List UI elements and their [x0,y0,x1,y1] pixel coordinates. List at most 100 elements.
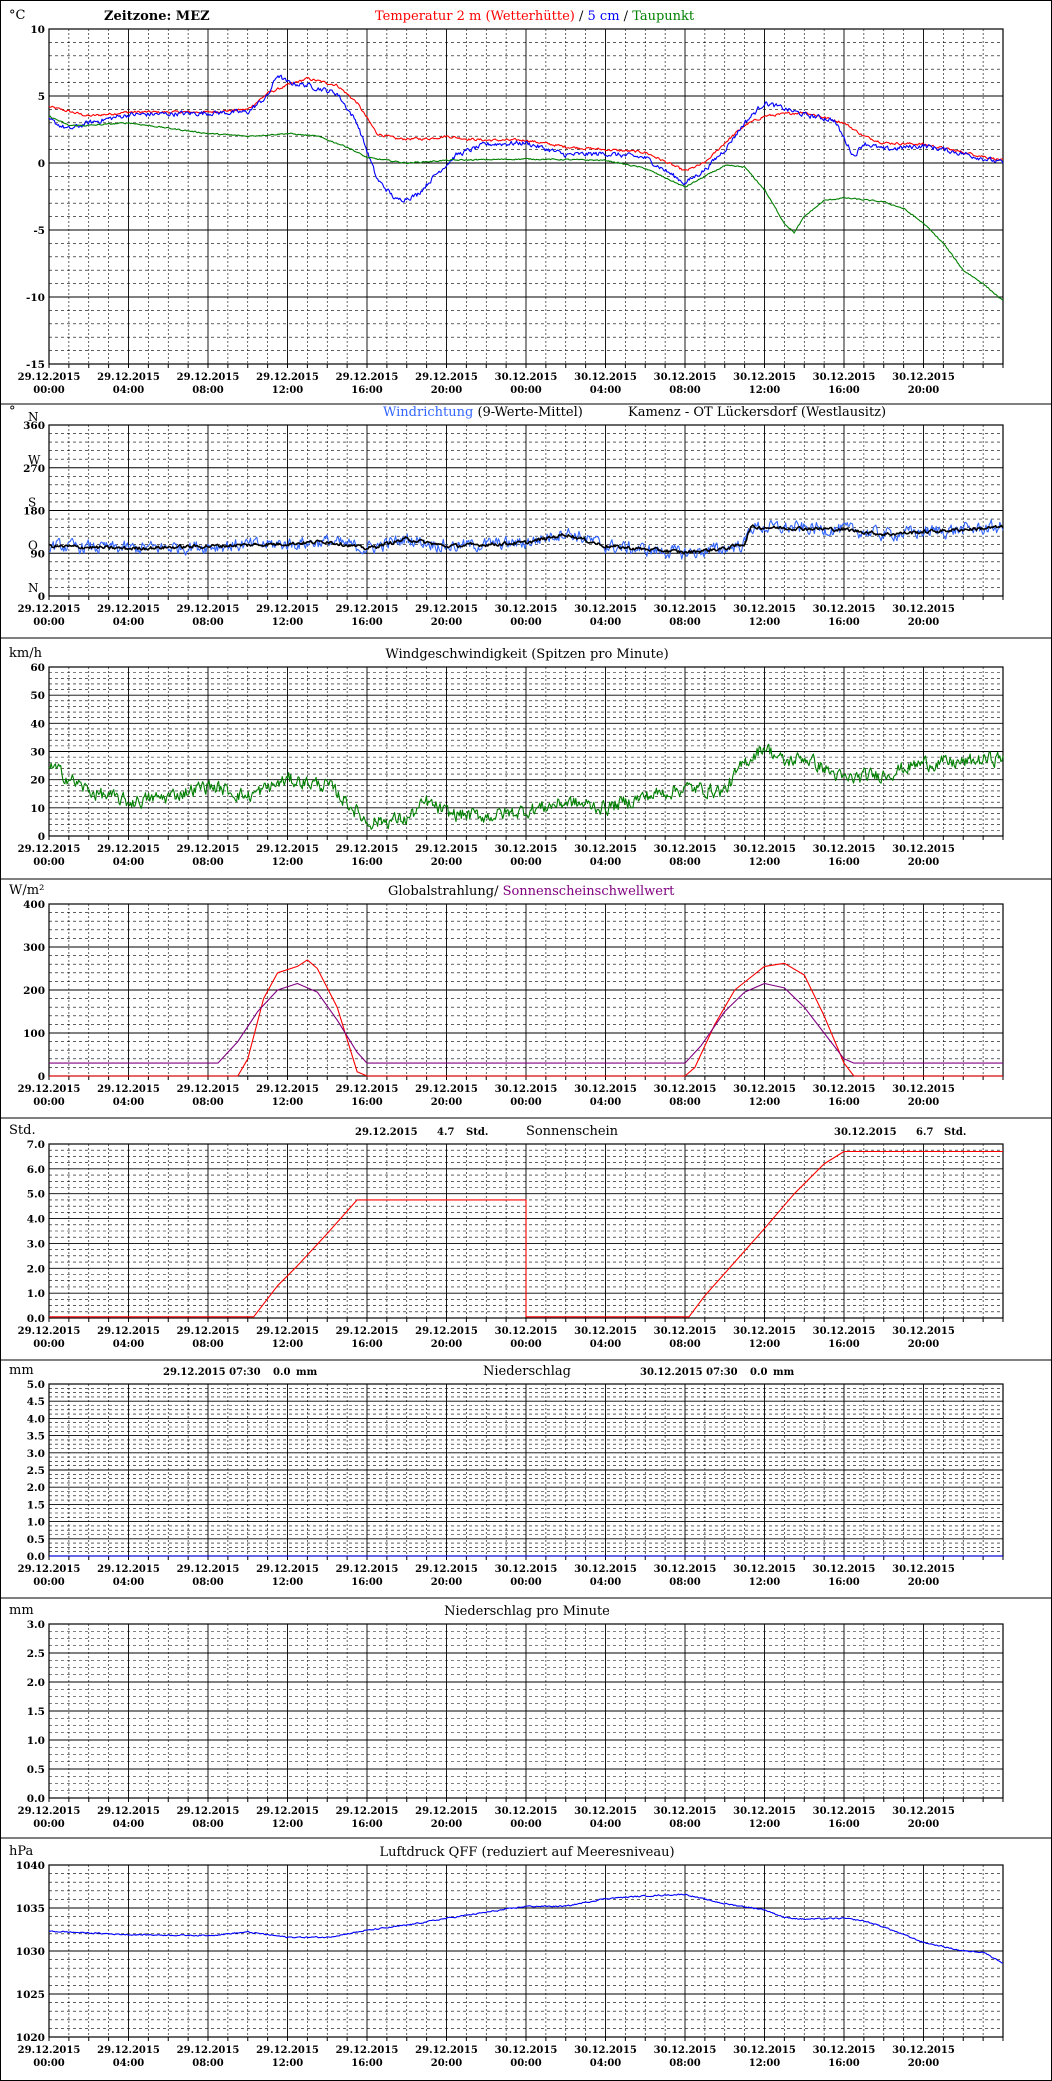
x-tick-time: 04:00 [590,385,622,396]
x-tick-time: 04:00 [113,1097,145,1108]
x-tick-time: 20:00 [908,1339,940,1350]
title-part: 5 cm [588,9,620,24]
x-tick-time: 04:00 [113,2058,145,2069]
x-tick-date: 29.12.2015 [336,372,399,383]
unit-label: W/m² [9,883,44,898]
x-tick-date: 29.12.2015 [177,844,240,855]
y-tick-label: 20 [30,775,45,787]
x-tick-time: 08:00 [192,2058,224,2069]
x-tick-time: 04:00 [590,1097,622,1108]
x-tick-date: 30.12.2015 [654,604,717,615]
title-part: / [494,884,503,899]
x-tick-time: 04:00 [590,857,622,868]
x-tick-date: 30.12.2015 [892,844,955,855]
daily-total-date: 30.12.2015 [834,1127,897,1138]
x-tick-time: 16:00 [351,617,383,628]
unit-label: °C [9,8,26,23]
x-tick-date: 29.12.2015 [256,1564,319,1575]
x-tick-date: 29.12.2015 [415,604,478,615]
x-tick-date: 30.12.2015 [813,1326,876,1337]
chart-title: Niederschlag pro Minute [444,1604,610,1619]
x-tick-time: 12:00 [749,385,781,396]
x-tick-time: 20:00 [431,2058,463,2069]
timezone-label: Zeitzone: MEZ [104,9,210,24]
x-tick-time: 00:00 [510,857,542,868]
unit-label: mm [9,1363,34,1378]
x-tick-time: 04:00 [113,1339,145,1350]
y-tick-label: 5.0 [27,1189,45,1201]
x-tick-time: 12:00 [749,1819,781,1830]
x-tick-time: 20:00 [908,1577,940,1588]
x-tick-time: 00:00 [510,617,542,628]
y-tick-label: 1.0 [27,1517,45,1529]
x-tick-date: 29.12.2015 [336,1326,399,1337]
x-tick-date: 29.12.2015 [97,604,160,615]
y-tick-label: 10 [30,24,45,36]
x-tick-time: 20:00 [908,857,940,868]
y-tick-label: 2.5 [27,1465,45,1477]
daily-total-unit: Std. [466,1127,488,1138]
chart-temperature: 10 5 0 -5 -10 -15 °C 29.12.2015 00:00 29.12.2015 0… [9,8,1004,396]
compass-label: N [28,410,39,424]
x-tick-date: 29.12.2015 [415,372,478,383]
x-tick-time: 20:00 [431,1097,463,1108]
x-tick-date: 29.12.2015 [256,2045,319,2056]
x-tick-date: 30.12.2015 [495,1084,558,1095]
x-tick-time: 00:00 [510,2058,542,2069]
x-tick-time: 04:00 [590,1577,622,1588]
compass-label: O [28,538,38,552]
series-wind_direction-1 [48,524,1004,555]
x-tick-time: 08:00 [192,1339,224,1350]
y-tick-label: 0.0 [27,1793,45,1805]
x-tick-date: 29.12.2015 [97,2045,160,2056]
x-tick-date: 29.12.2015 [177,372,240,383]
series-global_radiation-0 [49,959,1003,1077]
x-tick-date: 29.12.2015 [177,1564,240,1575]
x-tick-time: 00:00 [33,385,65,396]
x-tick-date: 29.12.2015 [97,372,160,383]
x-tick-time: 04:00 [590,617,622,628]
x-tick-date: 29.12.2015 [256,1326,319,1337]
x-tick-time: 08:00 [669,1819,701,1830]
x-tick-date: 30.12.2015 [654,1564,717,1575]
x-tick-date: 30.12.2015 [495,844,558,855]
x-tick-date: 30.12.2015 [813,1806,876,1817]
x-tick-date: 30.12.2015 [574,2045,637,2056]
x-tick-time: 04:00 [113,1819,145,1830]
x-tick-date: 29.12.2015 [336,1084,399,1095]
x-tick-date: 29.12.2015 [336,2045,399,2056]
y-tick-label: -15 [26,359,45,371]
chart-wind_direction: 360270180900NWSON°29.12.201500:0029.12.2… [9,404,1004,628]
x-tick-date: 29.12.2015 [256,372,319,383]
chart-title: Sonnenschein [526,1124,619,1139]
chart-title: Niederschlag [483,1364,571,1379]
x-tick-date: 29.12.2015 [18,1326,81,1337]
x-tick-date: 30.12.2015 [495,1806,558,1817]
x-tick-time: 04:00 [113,1577,145,1588]
x-tick-date: 29.12.2015 [18,2045,81,2056]
x-tick-time: 16:00 [828,1097,860,1108]
x-tick-time: 16:00 [828,1339,860,1350]
y-tick-label: 0 [38,158,45,170]
x-tick-time: 16:00 [351,385,383,396]
x-tick-time: 04:00 [113,857,145,868]
x-tick-time: 08:00 [192,385,224,396]
x-tick-date: 30.12.2015 [574,1084,637,1095]
y-tick-label: 90 [30,548,45,560]
x-tick-date: 30.12.2015 [495,1564,558,1575]
x-tick-date: 30.12.2015 [654,1084,717,1095]
x-tick-date: 29.12.2015 [415,844,478,855]
x-tick-time: 20:00 [431,385,463,396]
y-tick-label: 0.0 [27,1551,45,1563]
title-part: Windrichtung [383,405,473,420]
x-tick-date: 30.12.2015 [733,1326,796,1337]
x-tick-time: 20:00 [431,617,463,628]
x-tick-date: 29.12.2015 [177,2045,240,2056]
y-tick-label: 100 [23,1028,45,1040]
x-tick-time: 20:00 [431,1577,463,1588]
chart-title: Temperatur 2 m (Wetterhütte) / 5 cm / Ta… [375,9,695,24]
x-tick-time: 20:00 [431,857,463,868]
x-tick-time: 12:00 [272,857,304,868]
x-tick-time: 00:00 [33,857,65,868]
x-tick-time: 08:00 [669,617,701,628]
